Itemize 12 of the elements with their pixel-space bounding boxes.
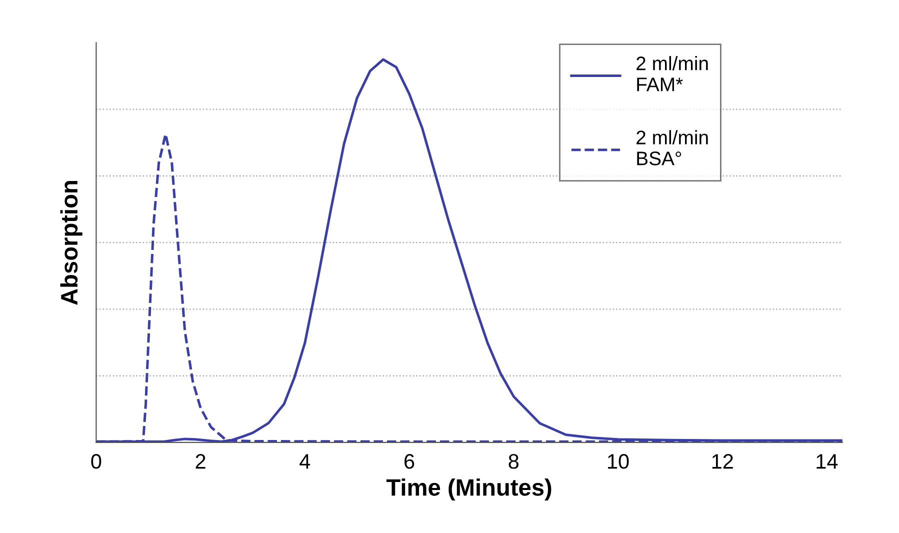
x-axis-title: Time (Minutes) xyxy=(386,478,552,500)
x-tick-label: 6 xyxy=(404,454,414,469)
x-tick-label: 14 xyxy=(816,454,838,469)
y-axis-title: Absorption xyxy=(60,181,82,305)
x-tick-label: 2 xyxy=(196,454,206,469)
x-tick-label: 0 xyxy=(91,454,102,469)
legend-label: 2 ml/min BSA° xyxy=(636,130,708,166)
x-tick-label: 8 xyxy=(508,454,519,469)
x-tick-label: 4 xyxy=(300,454,310,469)
x-tick-label: 12 xyxy=(712,454,733,469)
legend-label: 2 ml/min FAM* xyxy=(636,56,708,92)
x-tick-label: 10 xyxy=(608,454,629,469)
